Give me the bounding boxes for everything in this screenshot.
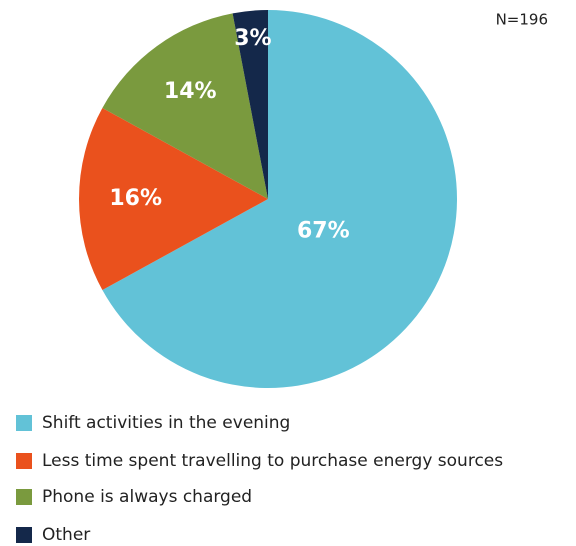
- pie-slice: [232, 10, 268, 199]
- slice-label: 67%: [297, 219, 350, 244]
- legend-swatch: [16, 415, 32, 431]
- legend-label: Less time spent travelling to purchase e…: [42, 451, 503, 471]
- pie-slice: [78, 107, 268, 291]
- legend-label: Shift activities in the evening: [42, 413, 290, 433]
- legend-swatch: [16, 453, 32, 469]
- pie-slice: [102, 13, 268, 199]
- legend-label: Phone is always charged: [42, 487, 252, 507]
- pie-slice: [102, 10, 458, 389]
- annotation: N=196: [496, 11, 548, 29]
- legend-label: Other: [42, 525, 90, 545]
- legend-swatch: [16, 489, 32, 505]
- slice-label: 16%: [109, 186, 162, 211]
- slice-label: 3%: [234, 26, 271, 51]
- slice-label: 14%: [164, 79, 217, 104]
- legend-swatch: [16, 527, 32, 543]
